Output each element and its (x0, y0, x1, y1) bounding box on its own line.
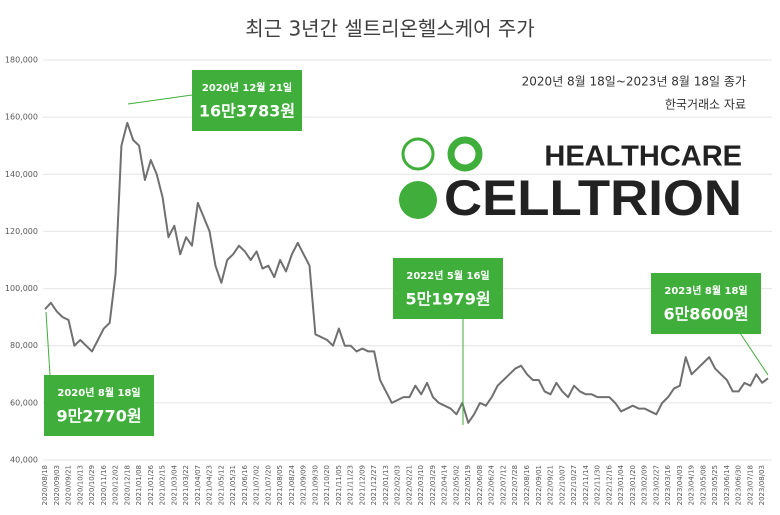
x-tick-label: 2021/01/08 (135, 465, 143, 505)
x-tick-label: 2021/02/15 (159, 465, 167, 505)
x-tick-label: 2021/09/30 (311, 465, 319, 505)
x-tick-label: 2023/02/09 (641, 465, 649, 505)
x-tick-label: 2022/02/03 (394, 465, 402, 505)
logo-text: HEALTHCARE (544, 141, 742, 173)
x-tick-label: 2022/11/30 (594, 465, 602, 505)
x-tick-label: 2020/10/29 (88, 465, 96, 505)
x-tick-label: 2023/05/08 (699, 465, 707, 505)
y-tick-label: 180,000 (5, 56, 38, 65)
callout-price: 9만2770원 (56, 407, 141, 426)
price-line (44, 121, 769, 424)
x-tick-label: 2022/07/28 (511, 465, 519, 505)
x-tick-label: 2021/07/20 (264, 465, 272, 505)
x-tick-label: 2023/05/25 (711, 465, 719, 505)
callout-date: 2020년 8월 18일 (57, 386, 140, 399)
x-tick-label: 2021/10/20 (323, 465, 331, 505)
x-tick-label: 2020/10/13 (76, 465, 84, 505)
x-tick-label: 2020/09/03 (53, 465, 61, 505)
x-tick-label: 2021/12/27 (370, 465, 378, 505)
x-tick-label: 2021/07/02 (253, 465, 261, 505)
x-tick-label: 2023/07/18 (746, 465, 754, 505)
x-tick-label: 2020/11/16 (100, 464, 108, 505)
x-tick-label: 2022/01/13 (382, 465, 390, 505)
x-tick-label: 2021/05/31 (229, 465, 237, 505)
x-tick-label: 2023/06/14 (723, 464, 731, 505)
x-tick-label: 2023/04/03 (676, 465, 684, 505)
source: 한국거래소 자료 (665, 98, 746, 112)
logo-circle (399, 181, 437, 219)
x-tick-label: 2023/01/20 (629, 465, 637, 505)
y-tick-label: 160,000 (5, 113, 38, 122)
x-tick-label: 2022/08/16 (523, 464, 531, 505)
x-tick-label: 2022/10/07 (558, 465, 566, 505)
x-tick-label: 2021/08/05 (276, 465, 284, 505)
x-tick-label: 2021/04/07 (194, 465, 202, 505)
chart-title: 최근 3년간 셀트리온헬스케어 주가 (245, 17, 534, 41)
callout-box (393, 258, 503, 319)
y-tick-label: 120,000 (5, 227, 38, 236)
x-tick-label: 2020/12/18 (123, 465, 131, 505)
callout-line (739, 332, 769, 376)
x-tick-label: 2022/05/02 (452, 465, 460, 505)
callout-box (192, 70, 302, 131)
x-tick-label: 2021/08/24 (288, 464, 296, 505)
x-tick-label: 2022/10/27 (570, 465, 578, 505)
x-tick-label: 2023/03/16 (664, 464, 672, 505)
callout-line (127, 94, 193, 105)
logo-text: CELLTRION (444, 170, 742, 226)
x-tick-label: 2022/03/10 (417, 465, 425, 505)
callout-price: 6만8600원 (663, 305, 748, 324)
x-tick-label: 2022/12/16 (605, 464, 613, 505)
callout-price: 5만1979원 (405, 290, 490, 309)
x-tick-label: 2023/01/04 (617, 464, 625, 505)
x-tick-label: 2022/03/29 (429, 465, 437, 505)
x-tick-label: 2021/11/05 (335, 465, 343, 505)
logo: HEALTHCARE CELLTRION (399, 136, 742, 226)
x-tick-label: 2022/06/24 (488, 464, 496, 505)
y-tick-label: 140,000 (5, 170, 38, 179)
y-tick-label: 40,000 (10, 456, 38, 465)
logo-circle (401, 137, 435, 171)
x-tick-label: 2021/06/16 (241, 464, 249, 505)
x-tick-label: 2022/09/01 (535, 465, 543, 505)
x-tick-label: 2023/04/19 (688, 465, 696, 505)
y-tick-label: 60,000 (10, 398, 38, 407)
x-tick-label: 2023/08/03 (758, 465, 766, 505)
callout-date: 2020년 12월 21일 (202, 81, 292, 94)
callout-box (44, 375, 154, 436)
x-tick-label: 2020/08/18 (41, 465, 49, 505)
x-tick-label: 2021/05/12 (217, 465, 225, 505)
x-tick-label: 2022/04/14 (441, 464, 449, 505)
logo-circle (447, 136, 483, 172)
callout-line (45, 311, 51, 376)
x-tick-label: 2021/12/09 (358, 465, 366, 505)
x-tick-label: 2023/02/27 (652, 465, 660, 505)
callout-box (651, 273, 761, 334)
callout-date: 2023년 8월 18일 (664, 284, 747, 297)
x-tick-label: 2023/06/30 (735, 465, 743, 505)
x-tick-label: 2021/11/23 (347, 465, 355, 505)
x-tick-label: 2021/09/09 (300, 465, 308, 505)
x-tick-label: 2020/09/21 (65, 465, 73, 505)
x-tick-label: 2022/06/08 (476, 465, 484, 505)
subtitle: 2020년 8월 18일~2023년 8월 18일 종가 (522, 75, 746, 89)
x-tick-label: 2022/09/21 (547, 465, 555, 505)
x-tick-label: 2021/03/22 (182, 465, 190, 505)
y-tick-label: 80,000 (10, 341, 38, 350)
x-tick-label: 2021/04/23 (206, 465, 214, 505)
x-tick-label: 2022/02/21 (405, 465, 413, 505)
x-tick-label: 2022/11/14 (582, 464, 590, 505)
x-tick-label: 2021/01/26 (147, 464, 155, 505)
x-tick-label: 2021/03/04 (170, 464, 178, 505)
callout-date: 2022년 5월 16일 (406, 269, 489, 282)
x-tick-label: 2020/12/02 (112, 465, 120, 505)
callout-price: 16만3783원 (199, 102, 295, 121)
y-tick-label: 100,000 (5, 284, 38, 293)
x-tick-label: 2022/07/12 (499, 465, 507, 505)
x-tick-label: 2022/05/19 (464, 465, 472, 505)
